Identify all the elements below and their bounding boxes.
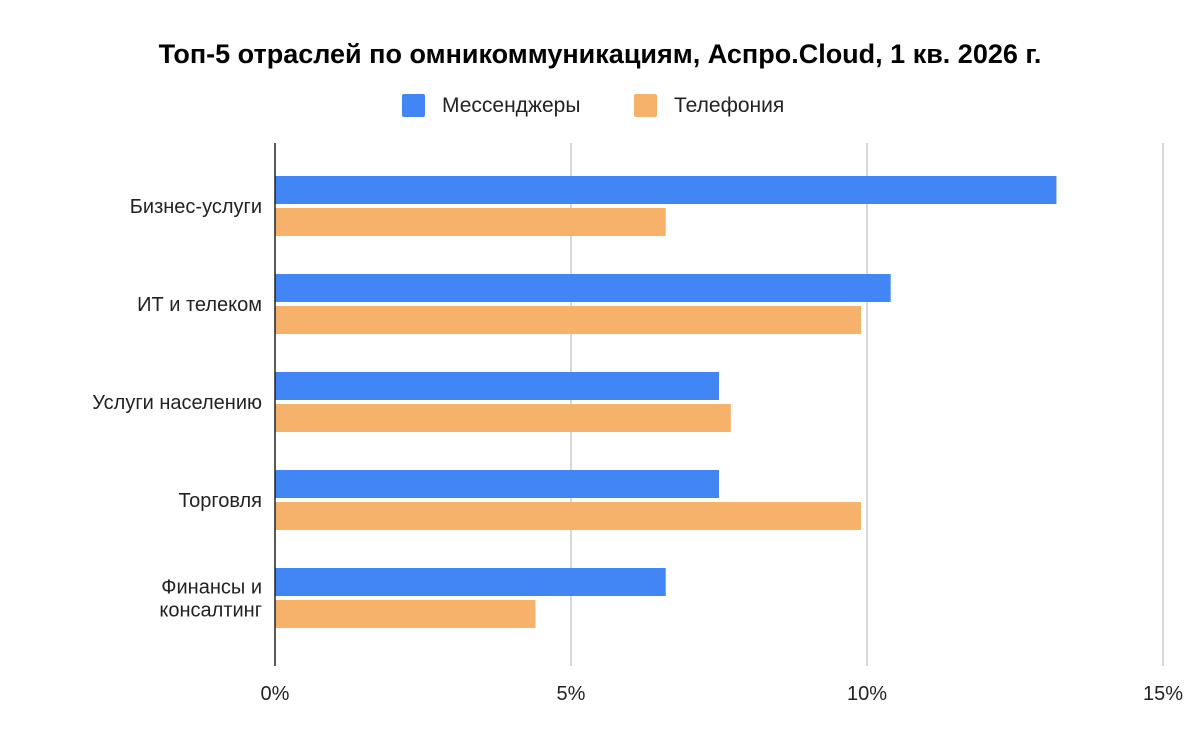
legend-swatch-2 [634,94,657,117]
x-tick-label: 0% [261,683,290,705]
legend-label-2: Телефония [674,94,784,117]
chart-title: Топ-5 отраслей по омникоммуникациям, Асп… [159,39,1042,69]
category-label: Услуги населению [92,392,262,414]
x-tick-label: 15% [1143,683,1183,705]
bar-messengers [275,176,1057,204]
legend-swatch-1 [402,94,425,117]
legend-label-1: Мессенджеры [442,94,580,117]
category-label: ИТ и телеком [137,294,262,316]
bar-telephony [275,600,536,628]
category-labels: Бизнес-услуги ИТ и телеком Услуги населени… [92,196,262,622]
category-label: Торговля [178,490,262,512]
tick-labels: 0% 5% 10% 15% [261,683,1184,705]
legend: Мессенджеры Телефония [402,94,784,117]
bar-messengers [275,274,891,302]
category-label: Бизнес-услуги [130,196,262,218]
bar-telephony [275,306,862,334]
bar-telephony [275,404,731,432]
bar-telephony [275,502,862,530]
bars [275,176,1057,628]
x-tick-label: 5% [557,683,586,705]
bar-messengers [275,470,719,498]
x-tick-label: 10% [847,683,887,705]
bar-messengers [275,372,719,400]
bar-telephony [275,208,666,236]
category-label: Финансы и консалтинг [159,577,262,622]
bar-messengers [275,568,666,596]
